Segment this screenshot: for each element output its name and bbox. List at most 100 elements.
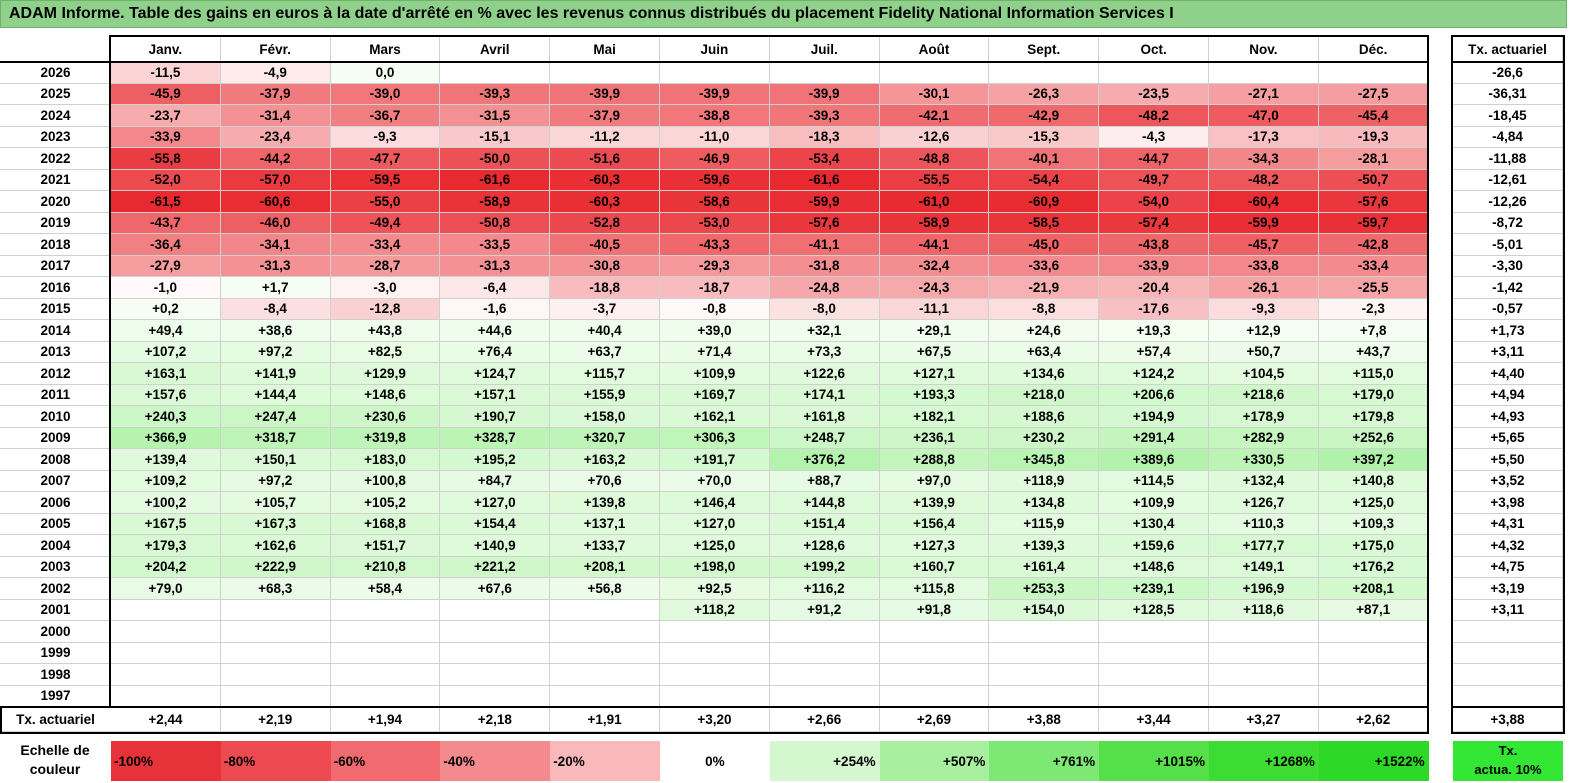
table-cell: +114,5 <box>1099 470 1209 492</box>
table-cell: -27,5 <box>1318 83 1429 105</box>
table-cell: -33,6 <box>989 255 1100 277</box>
table-cell: -42,9 <box>989 105 1100 127</box>
table-cell <box>1318 621 1429 643</box>
table-cell: -27,1 <box>1209 83 1319 105</box>
row-year-label: 1997 <box>0 686 111 707</box>
table-cell: -26,3 <box>989 83 1100 105</box>
table-cell: +199,2 <box>769 556 880 578</box>
table-cell: +109,3 <box>1318 513 1429 535</box>
table-cell: +282,9 <box>1209 427 1319 449</box>
table-cell: +198,0 <box>660 556 770 578</box>
actuarial-cell <box>1453 685 1563 707</box>
table-cell: -28,1 <box>1318 148 1429 170</box>
table-cell: -3,0 <box>330 277 441 299</box>
footer-cell: +3,44 <box>1099 708 1209 732</box>
table-cell: +389,6 <box>1099 449 1209 471</box>
table-cell <box>879 621 990 643</box>
table-cell: -44,2 <box>220 148 331 170</box>
footer-cell: +3,88 <box>989 708 1100 732</box>
column-header: Déc. <box>1318 37 1429 62</box>
table-cell: +91,8 <box>879 599 990 621</box>
color-scale-swatch: -60% <box>330 741 441 781</box>
color-scale-swatch: +761% <box>989 741 1100 781</box>
table-cell: +40,4 <box>550 320 660 342</box>
table-cell: -58,9 <box>440 191 551 213</box>
table-cell: +19,3 <box>1099 320 1209 342</box>
table-cell <box>550 664 660 686</box>
table-cell: -23,4 <box>220 126 331 148</box>
color-scale-swatch: +1268% <box>1209 741 1319 781</box>
table-cell: +100,8 <box>330 470 441 492</box>
actuarial-cell: -3,30 <box>1453 255 1563 277</box>
table-cell: +24,6 <box>989 320 1100 342</box>
table-cell: -54,4 <box>989 169 1100 191</box>
table-cell: -48,8 <box>879 148 990 170</box>
actuarial-cell: +3,11 <box>1453 599 1563 621</box>
actuarial-cell <box>1453 642 1563 664</box>
table-cell: -51,6 <box>550 148 660 170</box>
table-cell: -11,1 <box>879 298 990 320</box>
table-cell: +116,2 <box>769 578 880 600</box>
table-cell: +194,9 <box>1099 406 1209 428</box>
table-cell: -15,3 <box>989 126 1100 148</box>
actuarial-cell: +3,19 <box>1453 578 1563 600</box>
table-cell: +0,2 <box>111 298 221 320</box>
table-cell: +210,8 <box>330 556 441 578</box>
color-scale-actuarial: Tx. actua. 10% <box>1453 741 1563 781</box>
table-cell: -47,7 <box>330 148 441 170</box>
table-cell: +162,6 <box>220 535 331 557</box>
table-cell: +127,1 <box>879 363 990 385</box>
footer-cell: +2,66 <box>769 708 880 732</box>
table-cell: +206,6 <box>1099 384 1209 406</box>
table-cell: -41,1 <box>769 234 880 256</box>
table-cell: +151,4 <box>769 513 880 535</box>
table-cell: -46,0 <box>220 212 331 234</box>
table-cell: -4,3 <box>1099 126 1209 148</box>
table-cell: +208,1 <box>1318 578 1429 600</box>
table-cell: +204,2 <box>111 556 221 578</box>
table-cell: +230,2 <box>989 427 1100 449</box>
table-cell: -31,4 <box>220 105 331 127</box>
table-cell: +63,4 <box>989 341 1100 363</box>
table-cell: -44,7 <box>1099 148 1209 170</box>
row-year-label: 2005 <box>0 514 111 535</box>
table-cell: +100,2 <box>111 492 221 514</box>
actuarial-cell: -11,88 <box>1453 148 1563 170</box>
table-cell: -52,0 <box>111 169 221 191</box>
table-cell: +162,1 <box>660 406 770 428</box>
table-cell: +70,0 <box>660 470 770 492</box>
row-year-label: 2015 <box>0 299 111 320</box>
table-cell: -53,0 <box>660 212 770 234</box>
color-scale-swatch: +507% <box>879 741 990 781</box>
table-cell: -36,4 <box>111 234 221 256</box>
table-cell <box>1099 642 1209 664</box>
color-scale-label: Echelle de couleur <box>0 741 110 781</box>
table-cell: -39,0 <box>330 83 441 105</box>
footer-actuarial-cell: +3,88 <box>1453 708 1563 732</box>
table-cell: -9,3 <box>1209 298 1319 320</box>
table-cell: -42,1 <box>879 105 990 127</box>
table-cell: +38,6 <box>220 320 331 342</box>
table-cell: +288,8 <box>879 449 990 471</box>
actuarial-cell: +4,32 <box>1453 535 1563 557</box>
table-cell: +218,6 <box>1209 384 1319 406</box>
table-cell <box>111 621 221 643</box>
footer-label: Tx. actuariel <box>0 708 111 732</box>
table-cell: -59,9 <box>1209 212 1319 234</box>
table-cell: +49,4 <box>111 320 221 342</box>
table-cell: +182,1 <box>879 406 990 428</box>
table-cell: -39,9 <box>550 83 660 105</box>
table-cell: +127,3 <box>879 535 990 557</box>
table-cell: -0,8 <box>660 298 770 320</box>
column-header: Sept. <box>989 37 1100 62</box>
table-cell: -58,9 <box>879 212 990 234</box>
table-cell: +137,1 <box>550 513 660 535</box>
table-cell: +57,4 <box>1099 341 1209 363</box>
table-cell: -45,4 <box>1318 105 1429 127</box>
table-cell: +144,4 <box>220 384 331 406</box>
table-cell: +320,7 <box>550 427 660 449</box>
table-cell <box>879 664 990 686</box>
table-cell: -40,5 <box>550 234 660 256</box>
table-cell <box>879 685 990 707</box>
row-year-label: 2014 <box>0 320 111 342</box>
